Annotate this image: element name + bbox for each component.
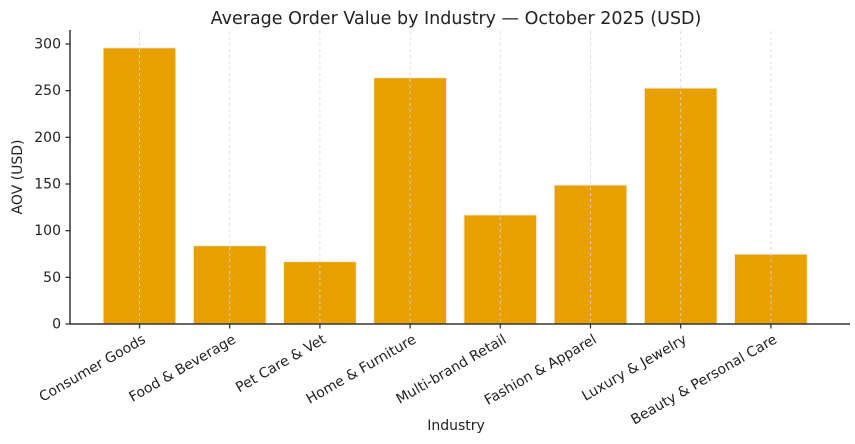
y-tick-label: 300 [34,37,61,53]
y-axis-label: AOV (USD) [10,140,26,215]
chart-title: Average Order Value by Industry — Octobe… [211,9,702,29]
y-tick-label: 100 [34,223,61,239]
axes-layer [65,30,850,329]
y-tick-label: 50 [43,270,61,286]
y-tick-label: 150 [34,177,61,193]
grid-layer [139,31,772,324]
bar-multi-brand-retail [463,214,538,325]
x-tick-label: Beauty & Personal Care [628,332,779,429]
bars-layer [102,47,809,325]
y-tick-label: 200 [34,130,61,146]
bar-consumer-goods [102,47,177,325]
x-axis-label: Industry [427,418,485,434]
y-tick-label: 250 [34,83,61,99]
y-tick-label: 0 [52,317,61,333]
